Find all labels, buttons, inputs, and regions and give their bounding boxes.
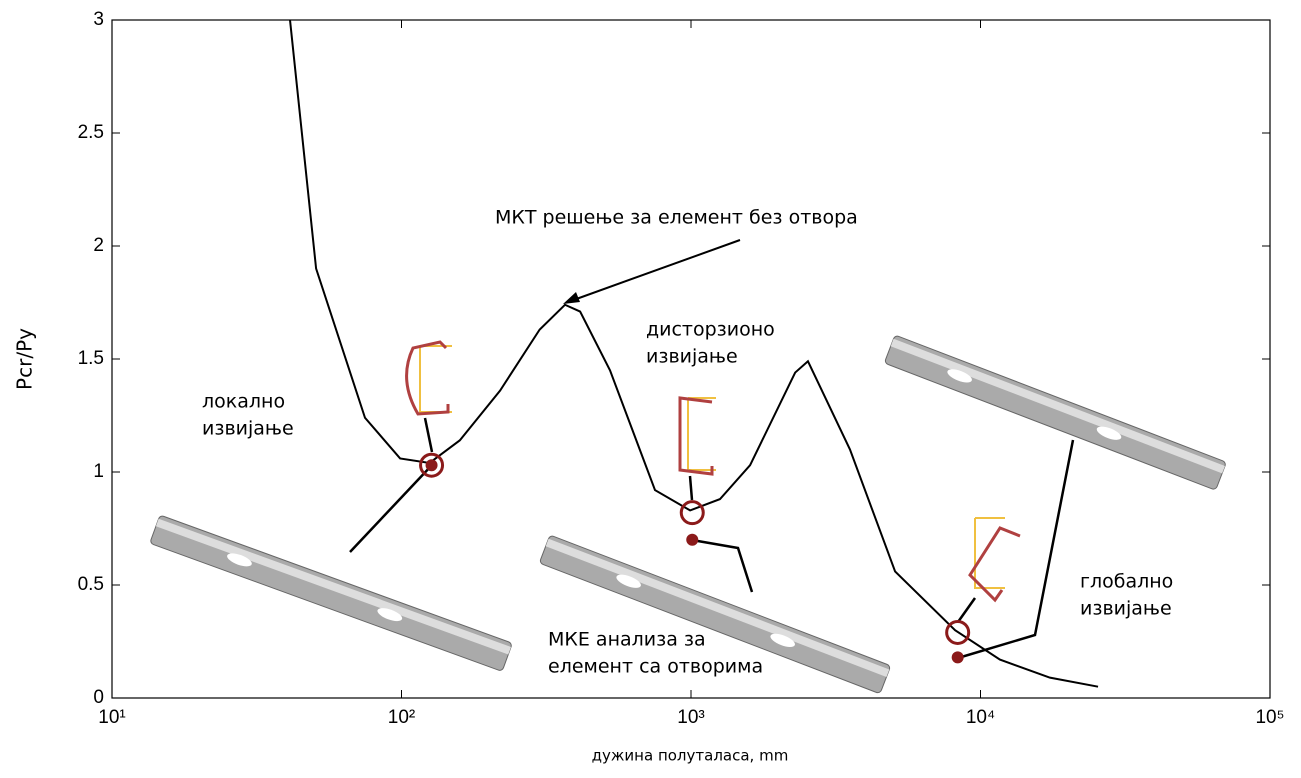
marker-dot — [686, 534, 698, 546]
chart: дужина полуталаса, mm Pcr/Py 0 0.5 1 1.5 2 2.… — [0, 0, 1301, 778]
x-axis-label: дужина полуталаса, mm — [592, 747, 789, 765]
annotation: дисторзионо — [646, 319, 775, 341]
annotation: локално — [202, 391, 285, 413]
y-tick-label: 0 — [93, 687, 104, 708]
marker-dot — [426, 459, 438, 471]
y-tick-label: 1.5 — [78, 348, 104, 369]
marker-circle — [681, 502, 703, 524]
annotation: извијање — [1080, 598, 1172, 620]
annotation: МКЕ анализа за — [548, 629, 706, 651]
x-tick-label: 10¹ — [98, 707, 125, 728]
x-tick-label: 10⁵ — [1255, 707, 1284, 728]
y-tick-label: 3 — [93, 9, 104, 30]
annotation: елемент са отворима — [548, 656, 763, 678]
x-tick-label: 10³ — [677, 707, 704, 728]
x-tick-label: 10⁴ — [966, 707, 995, 728]
beam-local — [150, 515, 513, 671]
y-axis-label: Pcr/Py — [13, 328, 37, 390]
marker-dot — [952, 651, 964, 663]
beam-global — [884, 335, 1226, 490]
y-tick-label: 0.5 — [78, 574, 104, 595]
decor — [150, 240, 1227, 694]
y-tick-label: 1 — [93, 461, 104, 482]
page: дужина полуталаса, mm Pcr/Py 0 0.5 1 1.5 2 2.… — [0, 0, 1301, 778]
annotation: извијање — [202, 418, 294, 440]
y-tick-label: 2 — [93, 235, 104, 256]
y-tick-label: 2.5 — [78, 122, 104, 143]
annotation: МКТ решење за елемент без отвора — [495, 207, 858, 229]
x-tick-label: 10² — [388, 707, 415, 728]
annotation: глобално — [1080, 571, 1173, 593]
annotation: извијање — [646, 346, 738, 368]
